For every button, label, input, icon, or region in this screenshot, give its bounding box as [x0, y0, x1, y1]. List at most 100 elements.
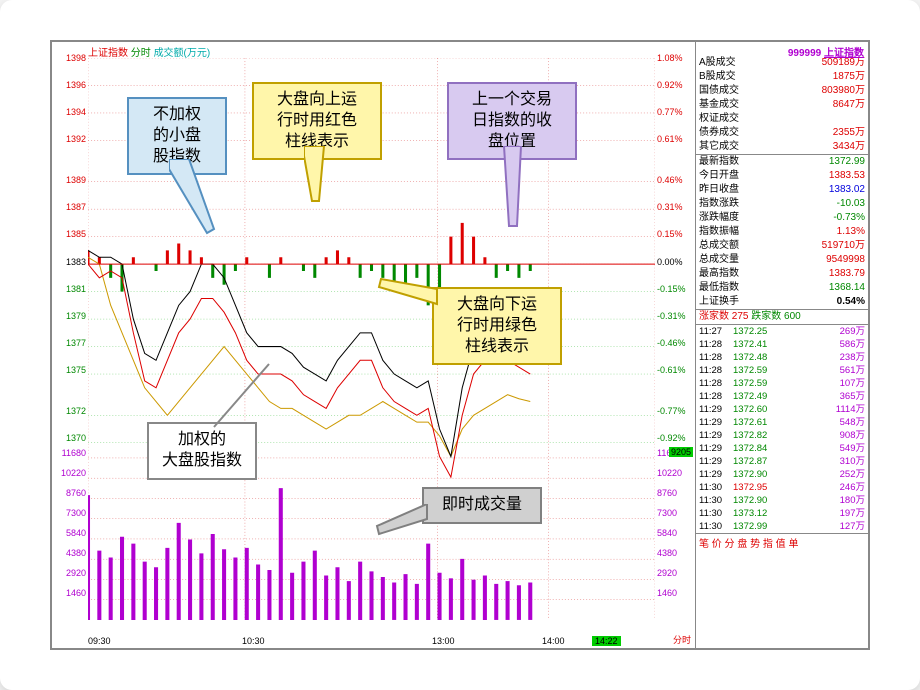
y-left-price: 1396	[54, 80, 86, 90]
tick-row: 11:301372.95246万	[696, 481, 868, 494]
ticker-name: 上证指数	[824, 48, 864, 59]
y-left-price: 1377	[54, 338, 86, 348]
callout-weighted: 加权的 大盘股指数	[147, 422, 257, 480]
tick-row: 11:291372.87310万	[696, 455, 868, 468]
clock-label: 14:22	[592, 636, 621, 646]
down-label: 跌家数	[751, 311, 781, 322]
stat-row: 债券成交2355万	[696, 126, 868, 140]
y-right-vol: 2920	[657, 568, 693, 578]
y-left-price: 1379	[54, 311, 86, 321]
callout-text: 加权的 大盘股指数	[162, 431, 242, 469]
y-right-vol: 7300	[657, 508, 693, 518]
y-left-price: 1383	[54, 257, 86, 267]
y-left-vol: 11680	[54, 448, 86, 458]
tick-row: 11:281372.41586万	[696, 338, 868, 351]
stat-row: 今日开盘1383.53	[696, 169, 868, 183]
y-right-pct: 0.61%	[657, 134, 693, 144]
slide: 上证指数 分时 成交额(万元) 139813961394139213891387…	[0, 0, 920, 690]
stat-row: 其它成交3434万	[696, 140, 868, 154]
y-right-vol: 8760	[657, 488, 693, 498]
tick-row: 11:271372.25269万	[696, 325, 868, 338]
stat-row: 涨跌幅度-0.73%	[696, 211, 868, 225]
y-right-pct: 0.31%	[657, 202, 693, 212]
y-right-vol: 5840	[657, 528, 693, 538]
stat-row: 最低指数1368.14	[696, 281, 868, 295]
x-label: 10:30	[242, 636, 265, 646]
panel-tabs[interactable]: 笔 价 分 盘 势 指 值 单	[696, 533, 868, 551]
down-count: 600	[784, 311, 801, 322]
tick-row: 11:291372.61548万	[696, 416, 868, 429]
y-right-pct: 0.77%	[657, 107, 693, 117]
y-right-pct: 1.08%	[657, 53, 693, 63]
y-left-price: 1370	[54, 433, 86, 443]
y-left-price: 1385	[54, 229, 86, 239]
callout-green-bars: 大盘向下运 行时用绿色 柱线表示	[432, 287, 562, 365]
y-left-price: 1372	[54, 406, 86, 416]
x-label: 09:30	[88, 636, 111, 646]
side-panel: 999999 上证指数 A股成交509189万B股成交1875万国债成交8039…	[695, 42, 868, 648]
y-left-vol: 5840	[54, 528, 86, 538]
y-right-pct: 0.15%	[657, 229, 693, 239]
callout-small-cap: 不加权 的小盘 股指数	[127, 97, 227, 175]
y-right-vol: 1460	[657, 588, 693, 598]
stat-row: 总成交额519710万	[696, 239, 868, 253]
stat-row: 总成交量9549998	[696, 253, 868, 267]
y-left-price: 1389	[54, 175, 86, 185]
callout-red-bars: 大盘向上运 行时用红色 柱线表示	[252, 82, 382, 160]
tick-row: 11:291372.601114万	[696, 403, 868, 416]
x-right-label: 分时	[673, 633, 691, 646]
y-right-pct: -0.15%	[657, 284, 693, 294]
y-right-pct: 0.46%	[657, 175, 693, 185]
stat-row: 昨日收盘1383.02	[696, 183, 868, 197]
tick-row: 11:301372.99127万	[696, 520, 868, 533]
y-right-pct: 0.92%	[657, 80, 693, 90]
y-left-vol: 10220	[54, 468, 86, 478]
y-left-price: 1381	[54, 284, 86, 294]
y-right-pct: 0.00%	[657, 257, 693, 267]
stat-row: B股成交1875万	[696, 70, 868, 84]
y-right-pct: -0.31%	[657, 311, 693, 321]
x-label: 13:00	[432, 636, 455, 646]
stat-row: 最新指数1372.99	[696, 155, 868, 169]
tick-row: 11:291372.84549万	[696, 442, 868, 455]
y-right-pct: -0.46%	[657, 338, 693, 348]
callout-text: 即时成交量	[442, 496, 522, 513]
y-left-vol: 2920	[54, 568, 86, 578]
volume-highlight: 9205	[669, 447, 693, 457]
callout-prev-close: 上一个交易 日指数的收 盘位置	[447, 82, 577, 160]
chart-area: 上证指数 分时 成交额(万元) 139813961394139213891387…	[52, 42, 695, 648]
y-right-pct: -0.61%	[657, 365, 693, 375]
up-count: 275	[732, 311, 749, 322]
ticker-header: 999999 上证指数	[788, 44, 864, 59]
y-left-price: 1394	[54, 107, 86, 117]
x-label: 14:00	[542, 636, 565, 646]
y-left-price: 1375	[54, 365, 86, 375]
y-right-vol: 4380	[657, 548, 693, 558]
tick-row: 11:291372.90252万	[696, 468, 868, 481]
y-left-price: 1398	[54, 53, 86, 63]
tick-row: 11:281372.48238万	[696, 351, 868, 364]
stat-row: 权证成交	[696, 112, 868, 126]
callout-volume: 即时成交量	[422, 487, 542, 524]
tick-row: 11:281372.59561万	[696, 364, 868, 377]
tick-row: 11:281372.49365万	[696, 390, 868, 403]
y-left-price: 1387	[54, 202, 86, 212]
up-label: 涨家数	[699, 311, 729, 322]
stat-row: 指数涨跌-10.03	[696, 197, 868, 211]
y-right-pct: -0.92%	[657, 433, 693, 443]
stat-row: 最高指数1383.79	[696, 267, 868, 281]
y-left-vol: 1460	[54, 588, 86, 598]
y-left-vol: 4380	[54, 548, 86, 558]
y-left-vol: 7300	[54, 508, 86, 518]
y-left-price: 1392	[54, 134, 86, 144]
callout-text: 大盘向上运 行时用红色 柱线表示	[277, 91, 357, 150]
callout-text: 大盘向下运 行时用绿色 柱线表示	[457, 296, 537, 355]
callout-text: 上一个交易 日指数的收 盘位置	[472, 91, 552, 150]
stat-row: 国债成交803980万	[696, 84, 868, 98]
up-down-count: 涨家数 275 跌家数 600	[696, 310, 868, 324]
y-right-vol: 10220	[657, 468, 693, 478]
y-right-pct: -0.77%	[657, 406, 693, 416]
y-left-vol: 8760	[54, 488, 86, 498]
tick-row: 11:301373.12197万	[696, 507, 868, 520]
tick-row: 11:281372.59107万	[696, 377, 868, 390]
